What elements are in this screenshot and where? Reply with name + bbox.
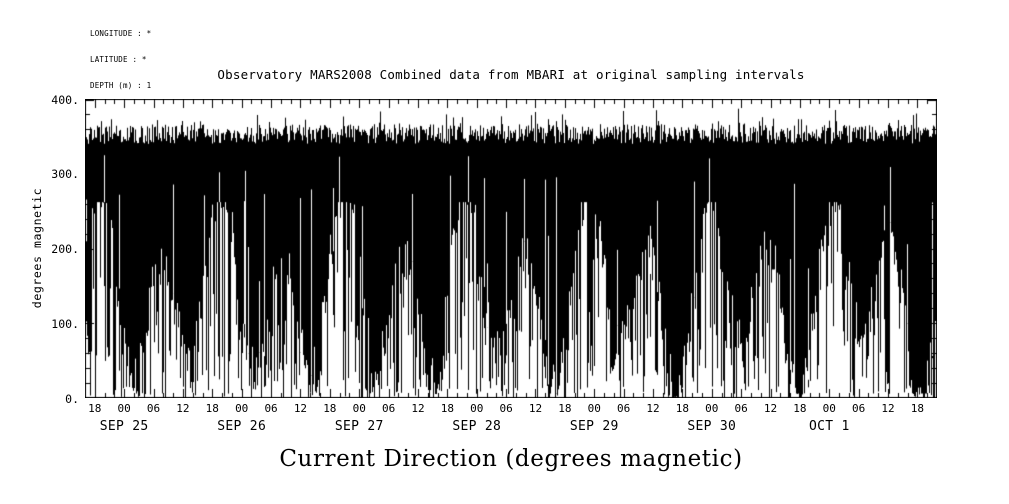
x-date-label: SEP 26 xyxy=(217,419,267,434)
x-hour-tick-label: 06 xyxy=(852,402,866,415)
x-date-label: SEP 29 xyxy=(569,419,619,434)
x-hour-tick-label: 18 xyxy=(440,402,454,415)
y-axis-label: degrees magnetic xyxy=(30,187,44,309)
x-date-label: SEP 25 xyxy=(99,419,149,434)
x-hour-tick-label: 18 xyxy=(558,402,572,415)
x-hour-tick-label: 18 xyxy=(675,402,689,415)
x-hour-tick-label: 06 xyxy=(264,402,278,415)
x-date-label: SEP 27 xyxy=(334,419,384,434)
x-hour-tick-label: 18 xyxy=(910,402,925,415)
chart-title: Observatory MARS2008 Combined data from … xyxy=(217,67,805,82)
x-hour-tick-label: 12 xyxy=(646,402,660,415)
x-hour-tick-label: 12 xyxy=(528,402,543,415)
x-hour-tick-label: 12 xyxy=(763,402,778,415)
plot-canvas xyxy=(85,99,937,398)
y-tick-label: 200. xyxy=(51,242,79,256)
y-tick-label: 0. xyxy=(65,391,79,406)
x-hour-tick-label: 12 xyxy=(293,402,308,415)
x-hour-tick-label: 00 xyxy=(822,402,836,415)
figure-title: Current Direction (degrees magnetic) xyxy=(279,446,743,472)
x-hour-tick-label: 12 xyxy=(176,402,190,415)
x-hour-tick-label: 00 xyxy=(470,402,484,415)
x-hour-tick-label: 06 xyxy=(146,402,161,415)
x-hour-tick-label: 06 xyxy=(381,402,396,415)
x-hour-tick-label: 18 xyxy=(793,402,807,415)
x-hour-tick-label: 00 xyxy=(352,402,366,415)
meta-latitude: LATITUDE : * xyxy=(90,54,147,64)
x-hour-tick-label: 06 xyxy=(734,402,748,415)
x-hour-tick-label: 06 xyxy=(616,402,631,415)
x-date-label: OCT 1 xyxy=(808,419,850,434)
y-tick-label: 100. xyxy=(51,316,79,331)
x-date-label: SEP 30 xyxy=(687,419,737,434)
x-hour-tick-label: 12 xyxy=(411,402,425,415)
y-tick-label: 300. xyxy=(51,167,79,182)
x-hour-tick-label: 18 xyxy=(323,402,337,415)
meta-depth: DEPTH (m) : 1 xyxy=(90,81,152,91)
x-date-label: SEP 28 xyxy=(452,419,502,434)
x-hour-tick-label: 18 xyxy=(88,402,102,415)
meta-longitude: LONGITUDE : * xyxy=(90,28,152,38)
x-hour-tick-label: 12 xyxy=(881,402,895,415)
x-hour-tick-label: 18 xyxy=(205,402,219,415)
y-tick-label: 400. xyxy=(51,92,79,107)
x-hour-tick-label: 06 xyxy=(499,402,513,415)
x-hour-tick-label: 00 xyxy=(117,402,131,415)
x-hour-tick-label: 00 xyxy=(235,402,249,415)
x-hour-tick-label: 00 xyxy=(705,402,719,415)
x-hour-tick-label: 00 xyxy=(587,402,601,415)
